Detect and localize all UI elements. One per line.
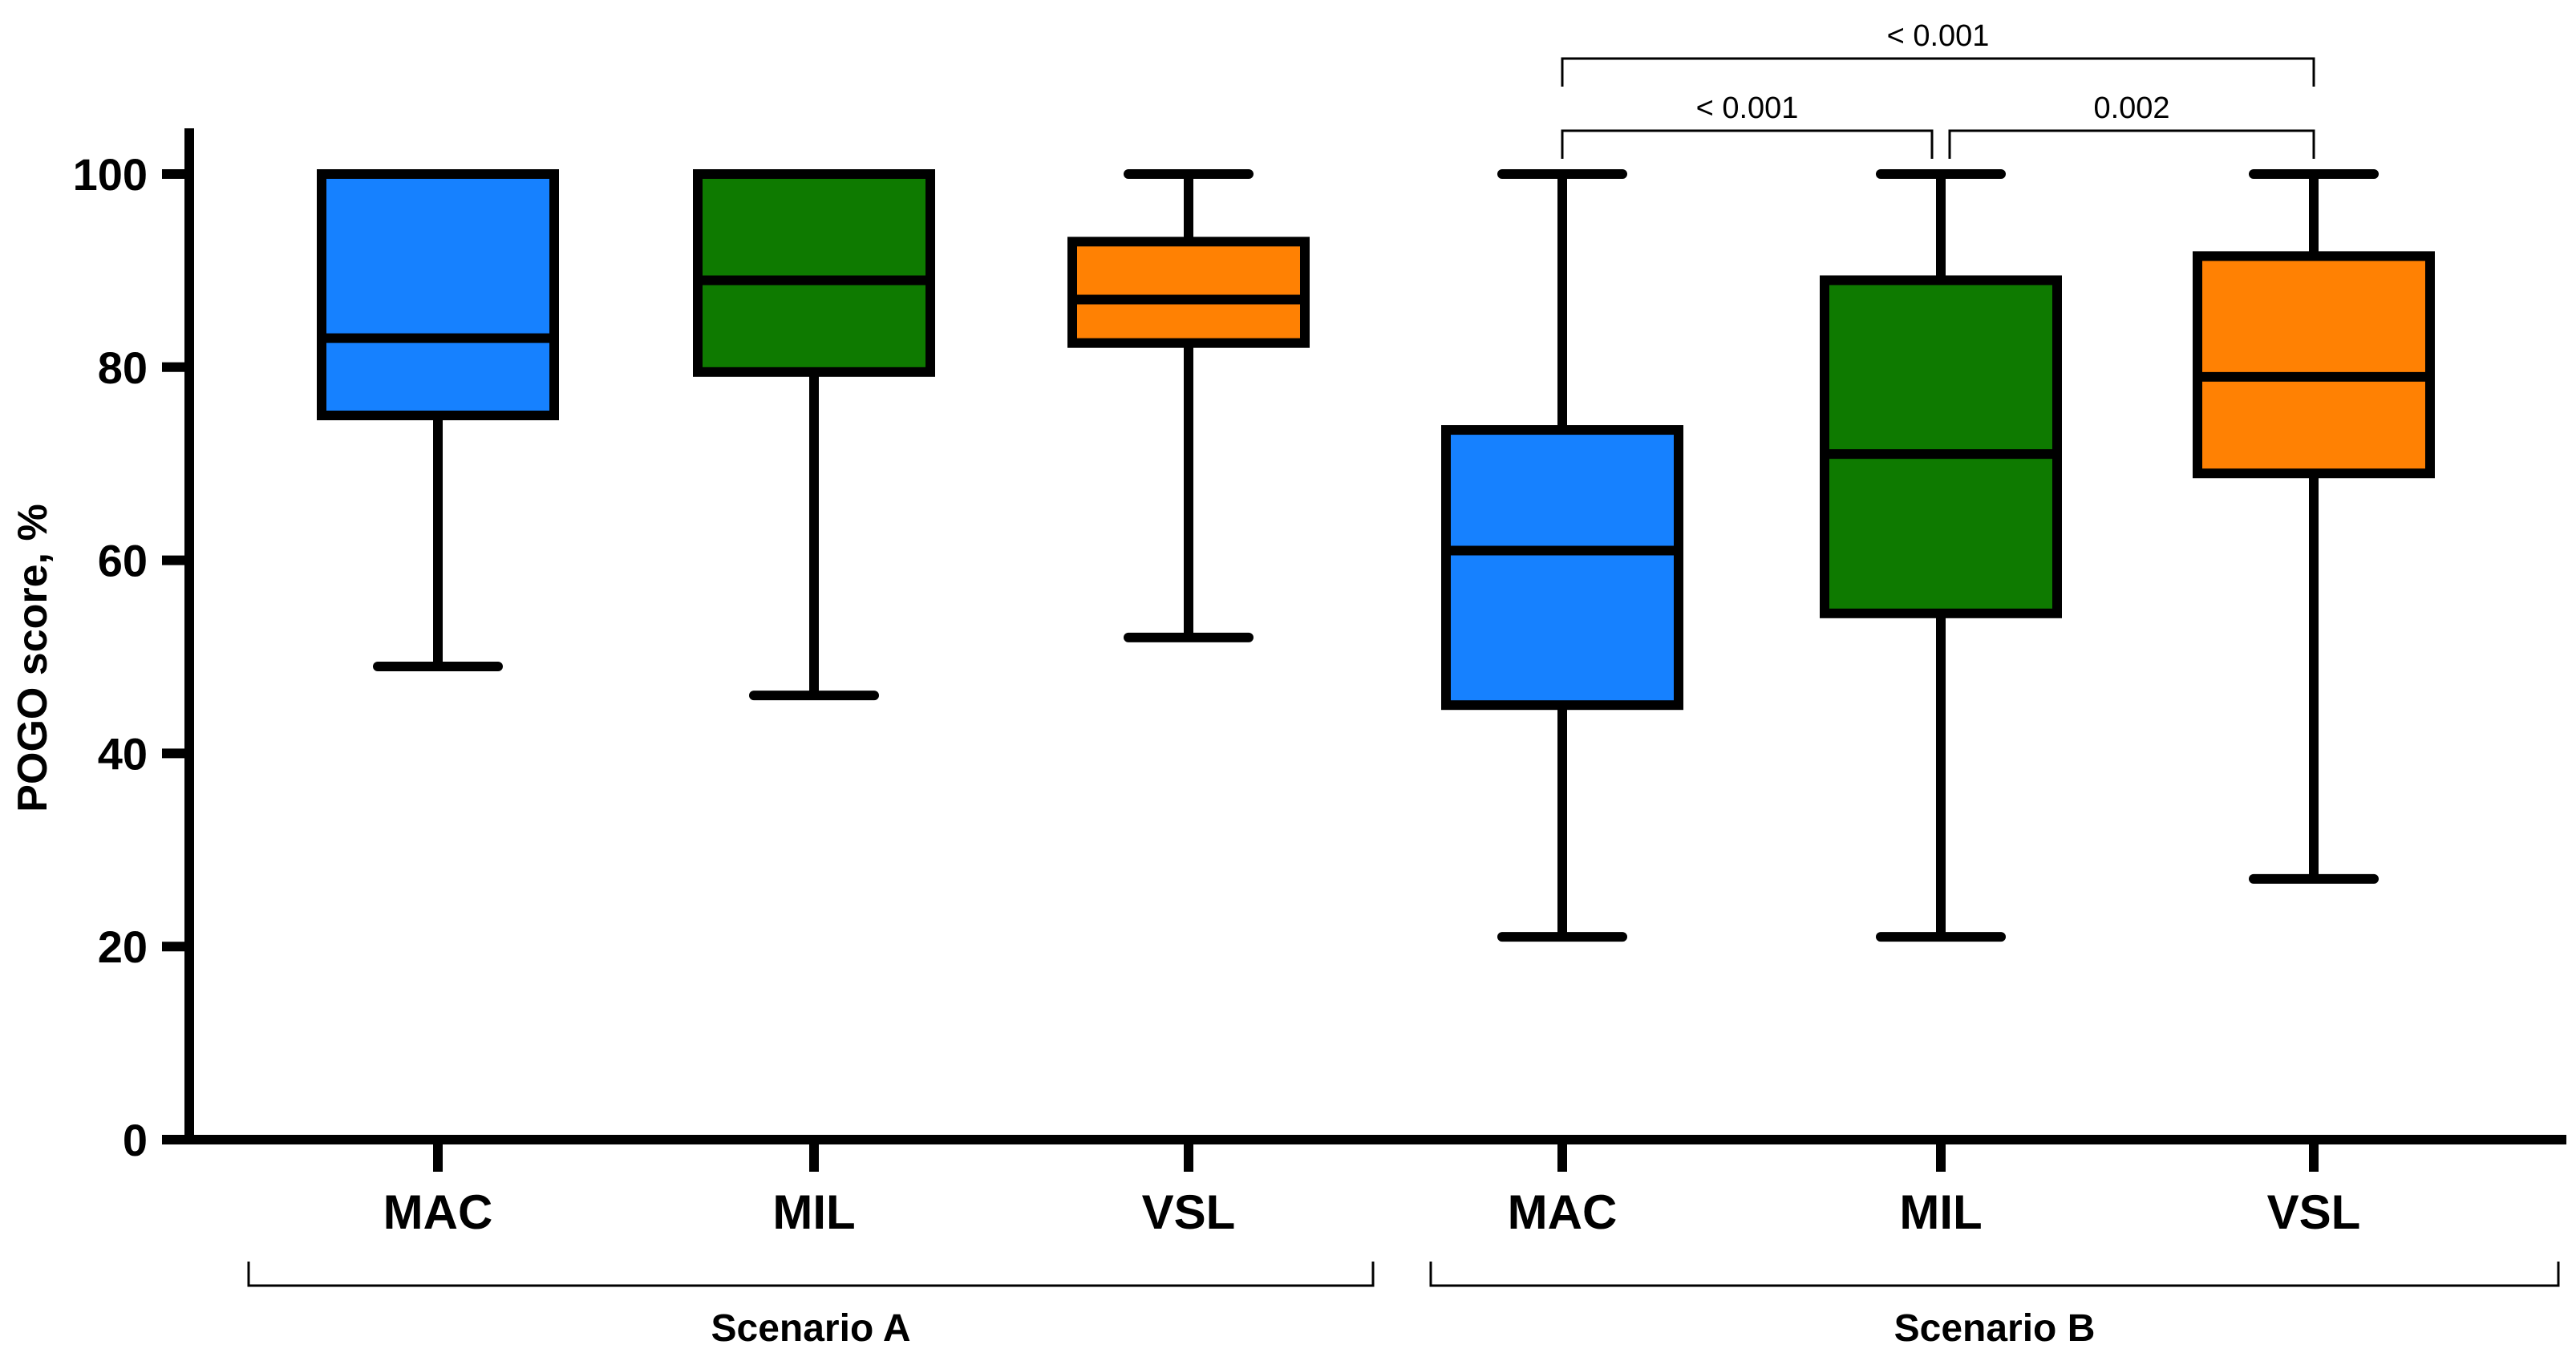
y-tick-label-100: 100 bbox=[73, 149, 148, 200]
y-axis-title: POGO score, % bbox=[10, 504, 56, 812]
box-scenario-b-vsl-iqr bbox=[2193, 251, 2435, 479]
y-tick-label-60: 60 bbox=[98, 536, 148, 586]
y-tick-label-40: 40 bbox=[98, 728, 148, 779]
box-scenario-a-mac-iqr bbox=[317, 169, 559, 420]
sig-bracket-1 bbox=[1948, 129, 2315, 159]
labels: MAC MIL VSL Scenario A MAC MIL VSL Scenario B bbox=[247, 1185, 2560, 1350]
significance-brackets: < 0.001 0.002 < 0.001 bbox=[1561, 19, 2315, 159]
y-tick-label-80: 80 bbox=[98, 342, 148, 393]
box-scenario-b-vsl-label: VSL bbox=[2267, 1185, 2361, 1239]
box-scenario-a-mac-label: MAC bbox=[383, 1185, 493, 1239]
group-bracket-scenario-a-label: Scenario A bbox=[711, 1307, 911, 1350]
group-bracket-scenario-b bbox=[1429, 1262, 2560, 1287]
axes: 0 20 40 60 80 100 POGO score, % bbox=[10, 128, 2566, 1172]
sig-label-1: 0.002 bbox=[2093, 91, 2169, 125]
sig-bracket-2 bbox=[1561, 57, 2315, 87]
box-scenario-a-mil-iqr bbox=[693, 169, 935, 377]
sig-bracket-0 bbox=[1561, 129, 1934, 159]
sig-label-2: < 0.001 bbox=[1887, 19, 1990, 53]
group-bracket-scenario-b-label: Scenario B bbox=[1894, 1307, 2096, 1350]
group-bracket-scenario-a bbox=[247, 1262, 1375, 1287]
box-scenario-b-mac-iqr bbox=[1441, 425, 1683, 711]
y-tick-label-0: 0 bbox=[123, 1115, 148, 1165]
box-scenario-b-mil-iqr bbox=[1820, 275, 2062, 618]
box-scenario-b-mil-label: MIL bbox=[1899, 1185, 1982, 1239]
box-scenario-a-vsl-iqr bbox=[1067, 237, 1310, 348]
box-scenario-a-vsl-label: VSL bbox=[1142, 1185, 1236, 1239]
y-tick-label-20: 20 bbox=[98, 922, 148, 972]
boxes bbox=[317, 169, 2435, 942]
box-scenario-a-mil-label: MIL bbox=[772, 1185, 855, 1239]
sig-label-0: < 0.001 bbox=[1696, 91, 1799, 125]
box-scenario-b-mac-label: MAC bbox=[1508, 1185, 1618, 1239]
